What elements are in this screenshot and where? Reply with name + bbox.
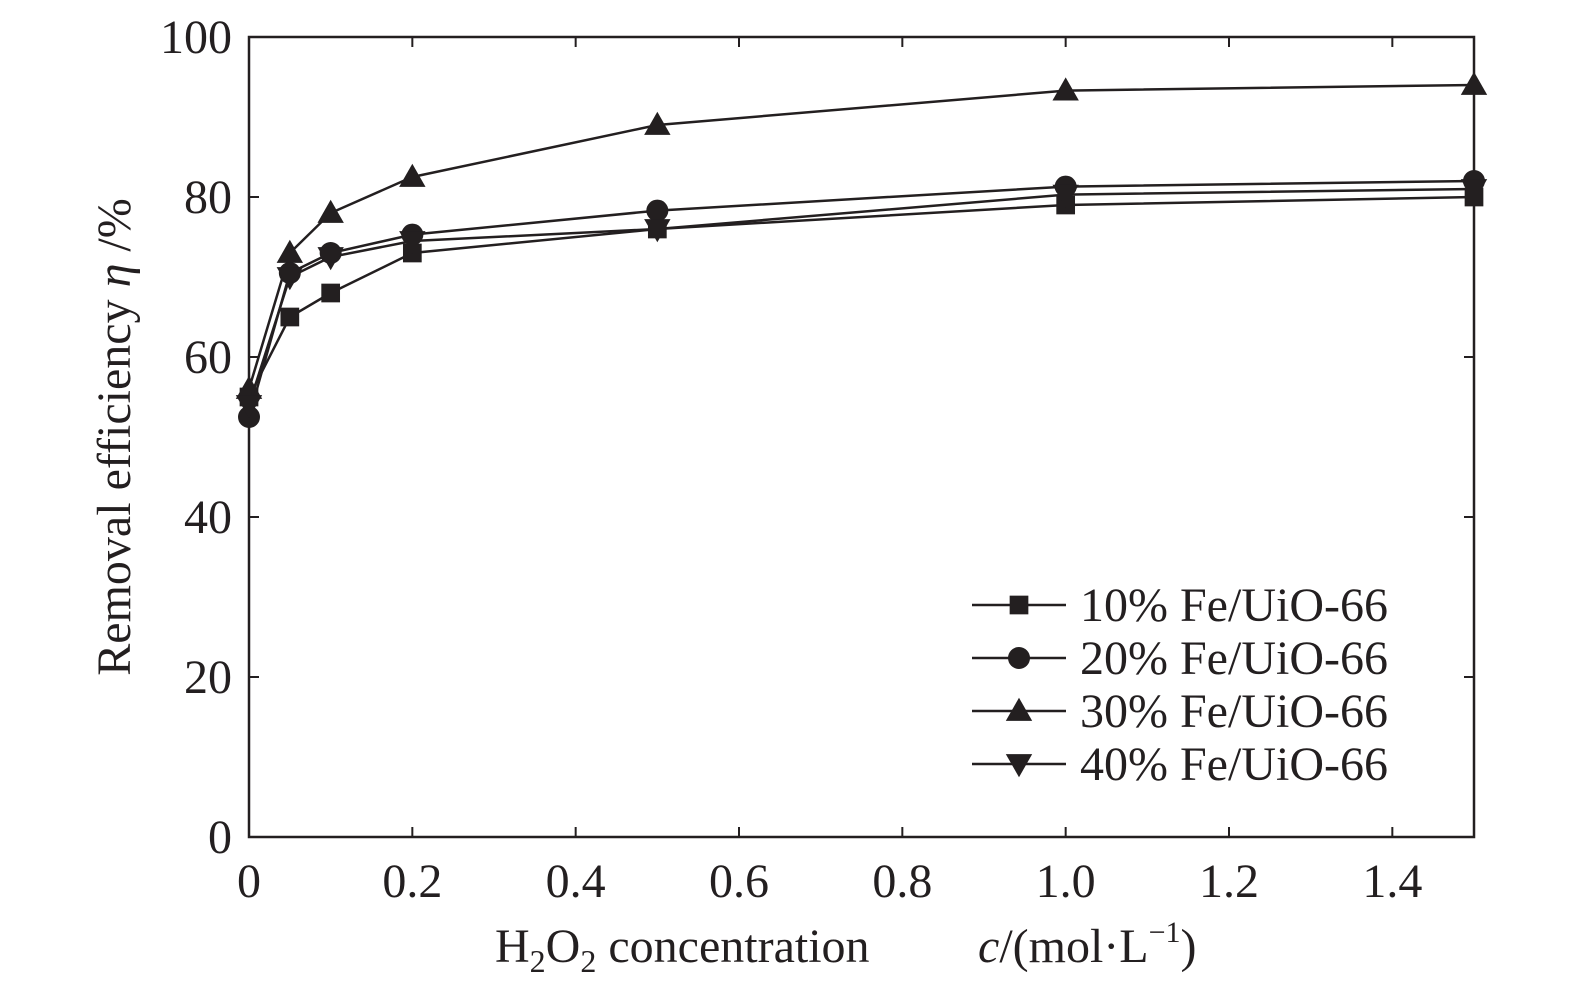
legend-marker [1009,595,1029,615]
y-tick-label: 100 [160,11,232,64]
data-point [399,163,426,187]
x-tick-label: 1.2 [1199,855,1259,908]
axis-tick-labels: 0 0.2 0.4 0.6 0.8 1.0 1.2 1.4 0 20 40 60 80 100 [160,11,1422,908]
x-tick-label: 1.4 [1362,855,1422,908]
legend-label: 40% Fe/UiO-66 [1080,738,1388,791]
y-tick-label: 80 [184,171,232,224]
x-tick-label: 0.6 [709,855,769,908]
x-tick-label: 0.4 [546,855,606,908]
data-point [1460,179,1488,203]
y-tick-label: 40 [184,491,232,544]
x-tick-label: 0.8 [872,855,932,908]
x-axis-title: H2O2 concentration c/(mol·L−1) [495,916,1197,979]
plot-frame [247,35,1476,839]
data-point [646,199,669,222]
series-4 [235,179,1488,419]
series-line [247,83,1475,390]
y-axis-title: Removal efficiency η /% [88,198,141,675]
plot-area: 0 0.2 0.4 0.6 0.8 1.0 1.2 1.4 0 20 40 60 80 100 [160,11,1488,908]
data-point [317,199,344,223]
legend-marker [1005,754,1033,778]
series-layer [235,71,1488,428]
series-line [247,195,1475,398]
legend-item: 20% Fe/UiO-66 [972,632,1388,685]
legend-marker [1008,647,1030,669]
legend-label: 20% Fe/UiO-66 [1080,632,1388,685]
y-tick-label: 0 [208,811,232,864]
series-2 [238,170,1485,428]
legend-item: 30% Fe/UiO-66 [972,685,1388,738]
legend-item: 40% Fe/UiO-66 [972,738,1388,791]
x-tick-label: 1.0 [1036,855,1096,908]
legend-marker [1005,697,1033,721]
data-point [644,219,671,243]
legend-item: 10% Fe/UiO-66 [972,579,1388,632]
x-tick-label: 0 [237,855,261,908]
y-tick-label: 20 [184,651,232,704]
data-point [317,247,344,271]
data-point [399,231,426,255]
series-1 [239,187,1484,407]
data-point [276,267,304,291]
data-point [1052,184,1079,208]
data-point [276,239,304,263]
data-point [280,307,300,327]
legend-label: 10% Fe/UiO-66 [1080,579,1388,632]
x-tick-label: 0.2 [382,855,442,908]
data-point [235,395,263,419]
data-point [644,111,671,135]
axis-ticks [248,36,1474,838]
series-line [247,187,1475,406]
data-point [1460,71,1488,95]
data-point [235,375,263,399]
legend-label: 30% Fe/UiO-66 [1080,685,1388,738]
series-3 [235,71,1488,399]
y-tick-label: 60 [184,331,232,384]
data-point [321,283,341,303]
data-point [1052,77,1079,101]
